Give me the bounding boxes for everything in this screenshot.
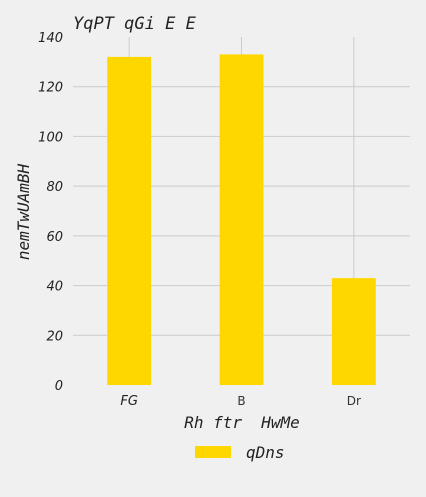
- bar-FG: [107, 56, 152, 386]
- y-tick-label: 120: [38, 81, 63, 96]
- y-tick-label: 20: [46, 329, 63, 344]
- y-tick-label: 0: [55, 379, 63, 394]
- y-tick-label: 80: [46, 180, 63, 195]
- legend-swatch: [195, 446, 231, 458]
- legend-label: qDns: [246, 443, 285, 462]
- y-axis-label: nemTwUAmBH: [14, 163, 33, 260]
- x-axis-label: Rh ftr HwMe: [184, 413, 300, 432]
- x-tick-label: B: [237, 394, 245, 408]
- y-tick-label: 140: [38, 31, 63, 46]
- y-tick-label: 60: [46, 230, 63, 245]
- chart-title: YqPT qGi E E: [73, 14, 197, 34]
- x-tick-label: FG: [120, 394, 138, 409]
- bar-Dr: [331, 278, 376, 385]
- legend: qDns: [195, 443, 285, 462]
- y-tick-label: 40: [46, 280, 63, 295]
- x-axis-ticks: FG B Dr: [120, 394, 361, 409]
- y-axis-ticks: 0 20 40 60 80 100 120 140: [38, 31, 63, 394]
- y-tick-label: 100: [38, 130, 63, 145]
- bars: [107, 54, 376, 386]
- bar-B: [219, 54, 264, 386]
- x-tick-label: Dr: [347, 394, 361, 408]
